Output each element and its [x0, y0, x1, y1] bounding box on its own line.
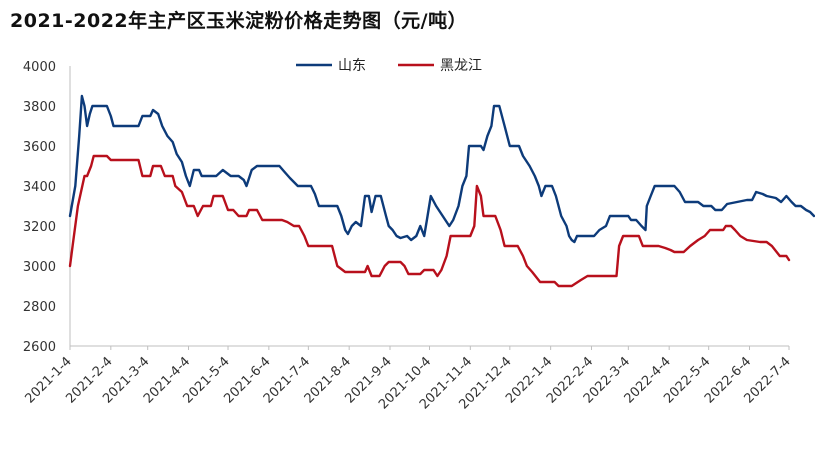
y-tick-label: 3200 — [23, 220, 56, 235]
y-tick-label: 3000 — [23, 260, 56, 275]
legend-layer: 山东 黑龙江 — [296, 58, 482, 74]
series-line-heilongjiang — [68, 154, 791, 288]
legend-label: 黑龙江 — [440, 58, 482, 74]
y-tick-label: 3800 — [23, 100, 56, 115]
chart-title: 2021-2022年主产区玉米淀粉价格走势图（元/吨） — [10, 10, 468, 32]
series-line-shandong — [68, 94, 815, 244]
series-layer — [68, 94, 815, 288]
y-tick-label: 2600 — [23, 340, 56, 355]
y-tick-label: 3400 — [23, 180, 56, 195]
y-tick-label: 2800 — [23, 300, 56, 315]
legend-label: 山东 — [338, 58, 366, 74]
y-tick-label: 3600 — [23, 140, 56, 155]
y-tick-label: 4000 — [23, 60, 56, 75]
